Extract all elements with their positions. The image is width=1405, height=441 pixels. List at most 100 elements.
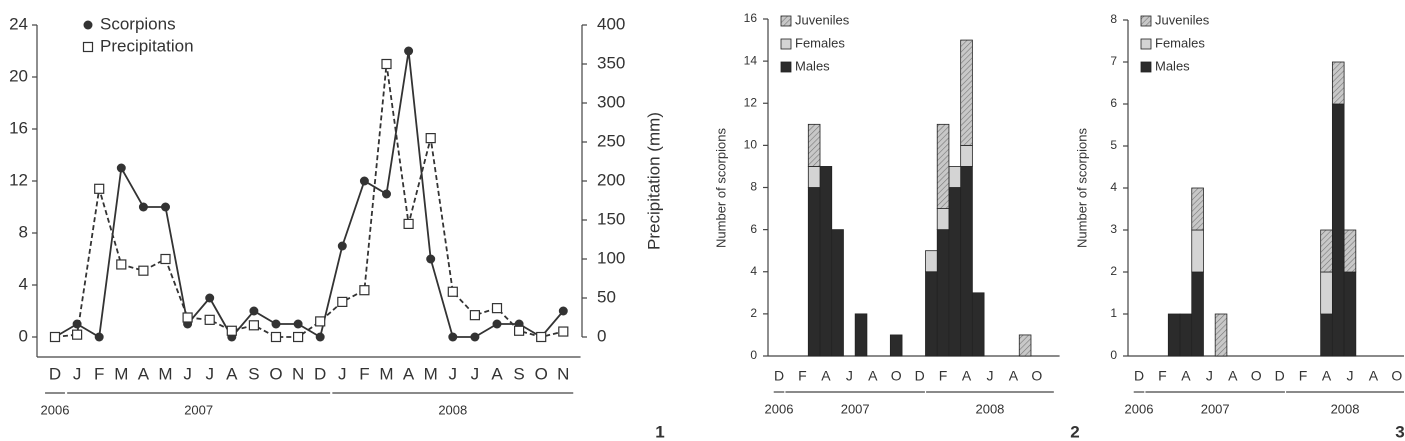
point — [447, 286, 458, 297]
bar-segment — [1343, 271, 1357, 357]
y-tick-label: 10 — [744, 138, 758, 152]
y-tick-label: 8 — [750, 180, 757, 194]
bar-segment — [925, 250, 938, 273]
bar-segment — [807, 123, 821, 167]
x-tick-label: F — [1158, 368, 1167, 384]
y2-tick-label: 150 — [597, 209, 625, 228]
x-tick-label: J — [986, 368, 993, 384]
panel-label: 1 — [655, 422, 664, 441]
legend-marker — [83, 20, 93, 30]
x-tick-label: M — [424, 364, 438, 383]
y2-tick-label: 100 — [597, 248, 625, 267]
bar-segment — [807, 187, 821, 357]
bar-segment — [1018, 334, 1032, 357]
x-tick-label: M — [158, 364, 172, 383]
y2-tick-label: 0 — [597, 326, 606, 345]
y-tick-label: 5 — [1110, 138, 1117, 152]
x-tick-label: S — [248, 364, 259, 383]
point — [138, 202, 148, 212]
legend-label: Juveniles — [1155, 12, 1210, 27]
x-tick-label: O — [891, 368, 902, 384]
panel-label: 3 — [1395, 422, 1404, 441]
y-tick-label: 3 — [1110, 222, 1117, 236]
y-tick-label: 8 — [19, 222, 28, 241]
point — [492, 319, 502, 329]
y2-tick-label: 250 — [597, 131, 625, 150]
y-tick-label: 1 — [1110, 306, 1117, 320]
bar-segment — [971, 292, 985, 357]
year-label: 2007 — [1201, 401, 1230, 416]
x-tick-label: J — [1346, 368, 1353, 384]
x-tick-label: O — [1251, 368, 1262, 384]
year-label: 2006 — [1125, 401, 1154, 416]
point — [72, 319, 82, 329]
x-tick-label: A — [138, 364, 150, 383]
bar-segment — [1179, 313, 1193, 357]
point — [426, 254, 436, 264]
y-tick-label: 7 — [1110, 54, 1117, 68]
point — [138, 265, 149, 276]
x-tick-label: F — [94, 364, 104, 383]
legend-label: Precipitation — [100, 36, 194, 55]
legend-label: Females — [1155, 35, 1205, 50]
y2-tick-label: 400 — [597, 14, 625, 33]
legend-swatch — [780, 61, 792, 73]
x-tick-label: J — [183, 364, 192, 383]
y2-tick-label: 350 — [597, 53, 625, 72]
point — [558, 306, 568, 316]
x-tick-label: N — [292, 364, 304, 383]
x-tick-label: O — [269, 364, 282, 383]
y2-tick-label: 200 — [597, 170, 625, 189]
bar-segment — [936, 123, 950, 209]
x-tick-label: J — [449, 364, 458, 383]
point — [337, 296, 348, 307]
point — [470, 332, 480, 342]
x-tick-label: O — [1031, 368, 1042, 384]
y-tick-label: 0 — [1110, 348, 1117, 362]
legend-label: Males — [1155, 58, 1190, 73]
y-tick-label: 6 — [750, 222, 757, 236]
bar-segment — [819, 166, 833, 357]
bar-segment — [948, 166, 962, 188]
point — [248, 320, 259, 331]
legend-swatch — [1140, 61, 1152, 73]
x-tick-label: D — [915, 368, 925, 384]
bar-segment — [1331, 61, 1345, 105]
year-label: 2008 — [975, 401, 1004, 416]
point — [293, 319, 303, 329]
bar-segment — [960, 144, 973, 167]
point — [382, 189, 391, 199]
x-tick-label: A — [1181, 368, 1191, 384]
series-line — [54, 63, 564, 338]
point — [204, 314, 215, 325]
series-line — [54, 50, 564, 339]
x-tick-label: A — [1369, 368, 1379, 384]
year-label: 2007 — [841, 401, 870, 416]
bar-segment — [960, 39, 973, 146]
y-tick-label: 24 — [9, 14, 28, 33]
point — [403, 218, 414, 229]
point — [315, 316, 326, 327]
x-tick-label: A — [1322, 368, 1332, 384]
bar-segment — [1320, 313, 1333, 357]
x-tick-label: M — [379, 364, 393, 383]
point — [94, 332, 104, 342]
legend-label: Juveniles — [795, 12, 850, 27]
year-label: 2006 — [41, 402, 70, 417]
x-tick-label: D — [314, 364, 326, 383]
bar-segment — [854, 313, 868, 357]
y-tick-label: 2 — [750, 306, 757, 320]
x-tick-label: D — [1275, 368, 1285, 384]
x-tick-label: F — [359, 364, 369, 383]
y-tick-label: 14 — [744, 53, 758, 67]
x-tick-label: J — [846, 368, 853, 384]
x-tick-label: J — [471, 364, 480, 383]
point — [558, 326, 569, 337]
y-tick-label: 2 — [1110, 264, 1117, 278]
point — [249, 306, 259, 316]
point — [116, 259, 127, 270]
x-tick-label: O — [535, 364, 548, 383]
x-tick-label: A — [491, 364, 503, 383]
y2-axis-title: Precipitation (mm) — [644, 112, 663, 250]
